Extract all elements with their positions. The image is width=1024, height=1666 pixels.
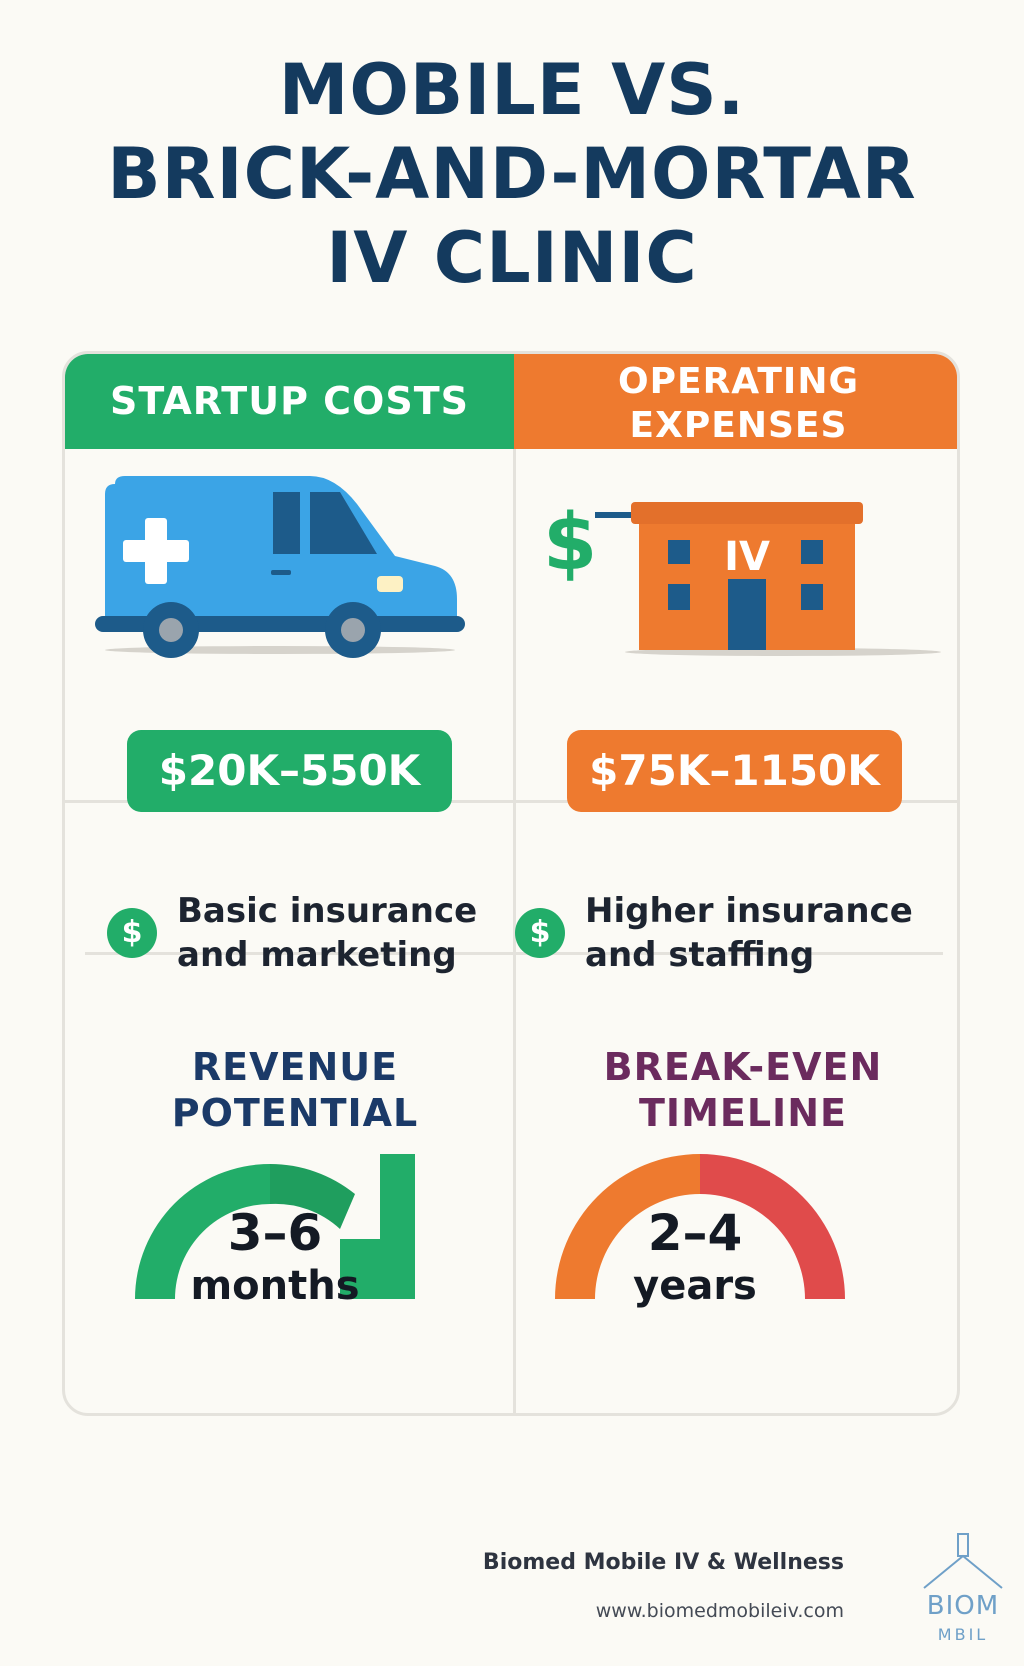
dollar-coin-icon: $ [515,908,565,958]
right-note-line-1: Higher insurance [585,891,913,931]
right-note-text: Higher insurance and staffing [585,889,913,977]
title-line-1: MOBILE VS. [278,49,746,131]
revenue-potential-title: REVENUE POTENTIAL [85,1044,505,1136]
building-sign: IV [724,534,770,580]
page-title: MOBILE VS. BRICK-AND-MORTAR IV CLINIC [0,48,1024,300]
operating-expenses-header: OPERATING EXPENSES [514,354,957,449]
right-note: $ Higher insurance and staffing [515,889,913,977]
van-icon [95,476,465,658]
comparison-card: STARTUP COSTS OPERATING EXPENSES $ IV [62,351,960,1416]
column-divider [513,449,516,1413]
row-divider-2 [85,952,943,955]
break-even-title-line-1: BREAK-EVEN [603,1045,883,1089]
break-even-gauge [555,1154,845,1299]
revenue-title-line-2: POTENTIAL [171,1091,419,1135]
startup-cost-badge: $20K–550K [127,730,452,812]
operating-expenses-header-line-1: OPERATING [618,361,859,402]
biomed-logo: BIOM MBIL [923,1533,1003,1644]
break-even-title-line-2: TIMELINE [639,1091,847,1135]
dollar-icon: $ [543,498,597,588]
break-even-title: BREAK-EVEN TIMELINE [523,1044,957,1136]
revenue-gauge-number: 3–6 [227,1204,323,1262]
operating-expenses-header-line-2: EXPENSES [629,405,848,446]
revenue-gauge-value: 3–6 months [165,1204,385,1310]
left-note-line-1: Basic insurance [177,891,478,931]
title-line-2: BRICK-AND-MORTAR [107,133,917,215]
dollar-coin-icon: $ [107,908,157,958]
revenue-gauge [135,1154,415,1299]
left-note-text: Basic insurance and marketing [177,889,477,977]
break-even-gauge-value: 2–4 years [585,1204,805,1310]
clinic-building-icon: $ IV [543,498,941,656]
row-divider-1 [65,800,957,803]
footer-company-name: Biomed Mobile IV & Wellness [482,1550,844,1575]
startup-costs-header: STARTUP COSTS [65,354,514,449]
title-line-3: IV CLINIC [326,217,698,299]
revenue-title-line-1: REVENUE [191,1045,399,1089]
left-note: $ Basic insurance and marketing [107,889,477,977]
footer-url[interactable]: www.biomedmobileiv.com [595,1600,844,1622]
operating-expense-badge: $75K–1150K [567,730,902,812]
logo-text-2: MBIL [938,1625,988,1644]
revenue-gauge-unit: months [190,1263,360,1309]
logo-text-1: BIOM [927,1591,999,1621]
break-even-gauge-unit: years [633,1263,757,1309]
right-note-line-2: and staffing [585,935,815,975]
break-even-gauge-number: 2–4 [647,1204,743,1262]
left-note-line-2: and marketing [177,935,457,975]
